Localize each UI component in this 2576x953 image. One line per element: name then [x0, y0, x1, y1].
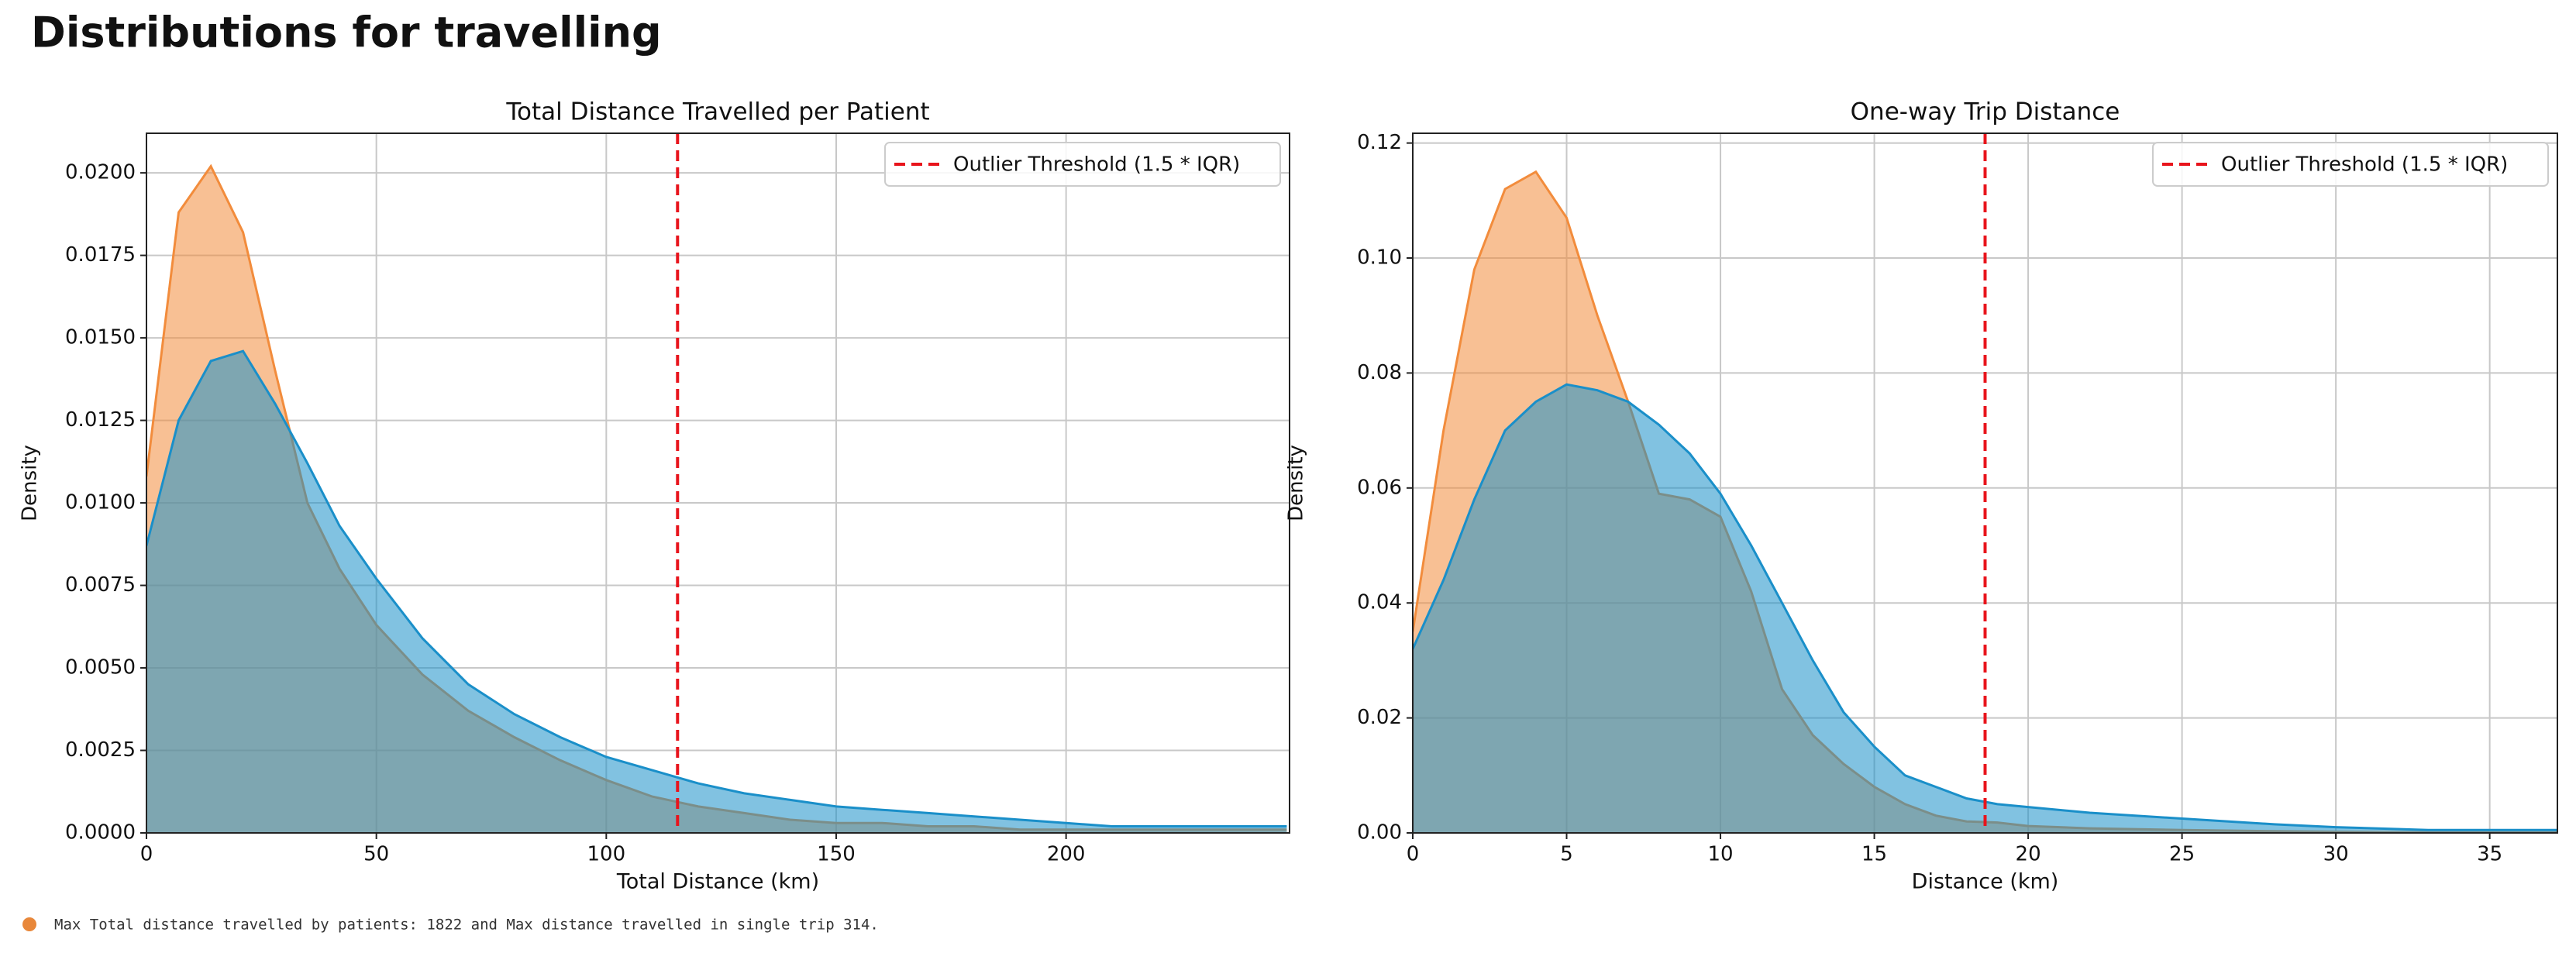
x-tick-label: 0: [140, 843, 153, 866]
x-tick-label: 15: [1861, 843, 1887, 866]
density-area: [1413, 384, 2557, 833]
density-line: [146, 349, 1287, 827]
footer-note: Max Total distance travelled by patients…: [54, 917, 879, 934]
x-tick-label: 25: [2169, 843, 2195, 866]
x-tick-label: 150: [817, 843, 856, 866]
x-tick-label: 5: [1560, 843, 1573, 866]
x-tick-label: 35: [2477, 843, 2502, 866]
y-tick-label: 0.06: [1357, 476, 1402, 499]
legend-label: Outlier Threshold (1.5 * IQR): [2221, 153, 2508, 177]
page-title: Distributions for travelling: [31, 9, 662, 57]
chart: One-way Trip Distance 0.00 0.02 0.04 0.06 0.0…: [1285, 98, 2558, 894]
plot-frame: [146, 132, 1290, 834]
plot-frame: [1412, 132, 2558, 834]
x-tick-label: 30: [2323, 843, 2349, 866]
y-tick-label: 0.0075: [65, 573, 136, 597]
x-tick-label: 50: [363, 843, 389, 866]
chart-title: Total Distance Travelled per Patient: [505, 98, 929, 126]
footer-icon: [22, 917, 36, 931]
y-tick-label: 0.0125: [65, 408, 136, 432]
x-tick-label: 0: [1407, 843, 1420, 866]
y-axis-label: Density: [1285, 445, 1308, 521]
density-line: [1413, 383, 2557, 831]
y-tick-label: 0.10: [1357, 246, 1402, 270]
legend-box: [884, 142, 1281, 187]
legend-box: [2152, 142, 2549, 187]
y-tick-label: 0.12: [1357, 131, 1402, 154]
y-tick-label: 0.0100: [65, 491, 136, 514]
y-tick-label: 0.04: [1357, 591, 1402, 614]
y-axis-label: Density: [19, 445, 42, 521]
y-tick-label: 0.00: [1357, 821, 1402, 845]
x-tick-label: 20: [2016, 843, 2041, 866]
x-tick-label: 10: [1707, 843, 1733, 866]
x-axis-label: Distance (km): [1912, 870, 2059, 894]
y-tick-label: 0.0050: [65, 656, 136, 679]
y-tick-label: 0.0200: [65, 161, 136, 184]
x-tick-label: 100: [587, 843, 626, 866]
y-tick-label: 0.0175: [65, 243, 136, 267]
legend-label: Outlier Threshold (1.5 * IQR): [953, 153, 1240, 177]
y-tick-label: 0.08: [1357, 361, 1402, 384]
x-axis-label: Total Distance (km): [616, 870, 819, 894]
y-tick-label: 0.02: [1357, 706, 1402, 729]
y-tick-label: 0.0150: [65, 326, 136, 349]
x-tick-label: 200: [1047, 843, 1086, 866]
chart: Total Distance Travelled per Patient 0.00…: [19, 98, 1290, 894]
density-area: [146, 351, 1287, 833]
y-tick-label: 0.0025: [65, 738, 136, 762]
y-tick-label: 0.0000: [65, 821, 136, 845]
chart-title: One-way Trip Distance: [1851, 98, 2120, 126]
